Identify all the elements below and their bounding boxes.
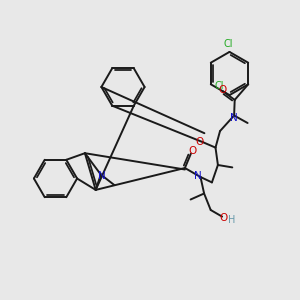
Text: H: H bbox=[228, 215, 236, 225]
Text: N: N bbox=[230, 113, 238, 123]
Text: N: N bbox=[194, 171, 202, 181]
Text: N: N bbox=[98, 171, 105, 181]
Text: Cl: Cl bbox=[223, 38, 233, 49]
Text: O: O bbox=[195, 137, 203, 147]
Text: O: O bbox=[188, 146, 196, 156]
Text: Cl: Cl bbox=[214, 81, 224, 91]
Text: O: O bbox=[220, 213, 228, 223]
Text: O: O bbox=[218, 85, 226, 95]
